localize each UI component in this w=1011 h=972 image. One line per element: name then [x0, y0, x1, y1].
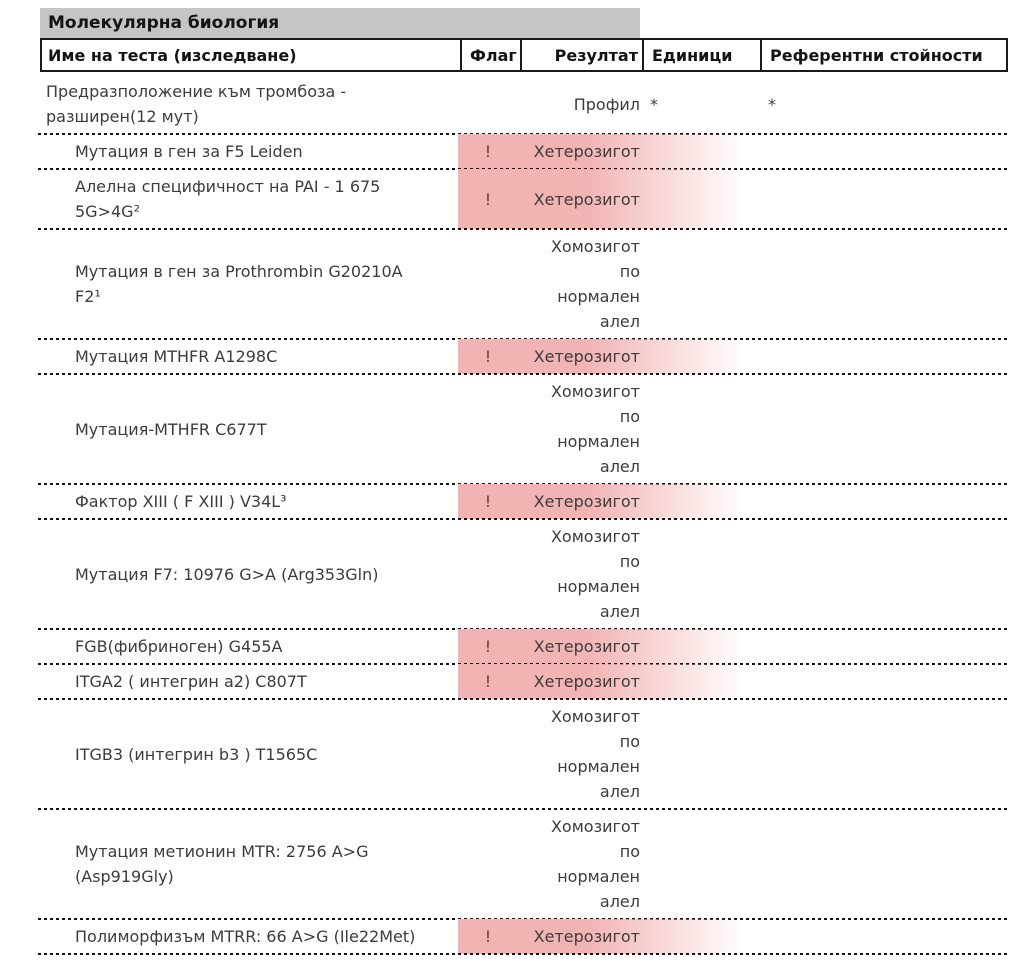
result-cell: Хетерозигот	[533, 347, 640, 366]
result-cell: Хетерозигот	[533, 672, 640, 691]
result-cell: Профил	[573, 94, 640, 114]
col-header-flag: Флаг	[460, 40, 520, 70]
result-cell: Хетерозигот	[533, 492, 640, 511]
test-name-cell: Мутация в ген за F5 Leiden	[75, 142, 303, 161]
table-header-row: Име на теста (изследване) Флаг Резултат …	[40, 38, 1008, 72]
test-name-cell: Алелна специфичност на PAI - 1 675 5G>4G…	[75, 177, 381, 221]
test-name-cell: Мутация метионин MTR: 2756 A>G (Asp919Gl…	[75, 842, 369, 886]
test-name-cell: FGB(фибриноген) G455A	[75, 637, 283, 656]
test-name-cell: Мутация F7: 10976 G>A (Arg353Gln)	[75, 564, 379, 584]
result-cell: Хомозигот по нормален алел	[550, 817, 640, 911]
result-cell: Хетерозигот	[533, 927, 640, 946]
result-cell: Хетерозигот	[533, 142, 640, 161]
flag-cell: !	[484, 189, 492, 209]
test-name-cell: ITGA2 ( интегрин a2) C807T	[75, 672, 307, 691]
table-row: Предразположение към тромбоза - разширен…	[38, 74, 1010, 135]
col-header-test-name: Име на теста (изследване)	[48, 45, 297, 65]
table-row: Полиморфизъм MTRR: 66 A>G (Ile22Met)! Хет…	[38, 919, 1010, 955]
test-name-cell: Мутация MTHFR A1298C	[75, 347, 278, 366]
result-cell: Хомозигот по нормален алел	[550, 707, 640, 801]
reference-cell: *	[768, 94, 776, 114]
test-name-cell: Мутация в ген за Prothrombin G20210A F2¹	[75, 262, 403, 306]
result-cell: Хетерозигот	[533, 189, 640, 209]
table-row: Мутация-MTHFR C677T Хомозигот по нормален…	[38, 374, 1010, 485]
flag-cell: !	[484, 142, 492, 161]
flag-cell: !	[484, 672, 492, 691]
report-section: Молекулярна биология Име на теста (изсле…	[38, 8, 1010, 972]
flag-cell: !	[484, 637, 492, 656]
col-header-units: Единици	[642, 40, 760, 70]
table-row: Алелна специфичност на PAI - 1 675 5G>4G…	[38, 169, 1010, 230]
table-row: Мутация метионин MTR: 2756 A>G (Asp919Gl…	[38, 809, 1010, 920]
result-cell: Хомозигот по нормален алел	[550, 237, 640, 331]
flag-cell: !	[484, 927, 492, 946]
result-cell: Хомозигот по нормален алел	[550, 527, 640, 621]
test-name-cell: Мутация-MTHFR C677T	[75, 419, 267, 439]
table-row: ITGB3 (интегрин b3 ) T1565C Хомозигот по …	[38, 699, 1010, 810]
table-row: Мутация F7: 10976 G>A (Arg353Gln) Хомозиг…	[38, 519, 1010, 630]
table-row: FGB(фибриноген) G455A! Хетерозигот	[38, 629, 1010, 665]
table-row: Мутация MTHFR A1298C! Хетерозигот	[38, 339, 1010, 375]
test-name-cell: ITGB3 (интегрин b3 ) T1565C	[75, 744, 318, 764]
section-title: Молекулярна биология	[48, 13, 280, 33]
test-name-cell: Полиморфизъм MTRR: 66 A>G (Ile22Met)	[75, 927, 416, 946]
result-cell: Хомозигот по нормален алел	[550, 382, 640, 476]
table-body: Предразположение към тромбоза - разширен…	[38, 74, 1010, 955]
table-row: Фактор XIII ( F XIII ) V34L³! Хетерозигот	[38, 484, 1010, 520]
test-name-cell: Предразположение към тромбоза - разширен…	[46, 82, 347, 126]
table-row: Мутация в ген за Prothrombin G20210A F2¹…	[38, 229, 1010, 340]
units-cell: *	[650, 94, 658, 114]
table-row: Мутация в ген за F5 Leiden! Хетерозигот	[38, 134, 1010, 170]
section-title-bar: Молекулярна биология	[40, 8, 640, 38]
test-name-cell: Фактор XIII ( F XIII ) V34L³	[75, 492, 287, 511]
col-header-reference: Референтни стойности	[760, 40, 1006, 70]
flag-cell: !	[484, 492, 492, 511]
flag-cell: !	[484, 347, 492, 366]
col-header-result: Резултат	[520, 40, 642, 70]
result-cell: Хетерозигот	[533, 637, 640, 656]
table-row: ITGA2 ( интегрин a2) C807T! Хетерозигот	[38, 664, 1010, 700]
